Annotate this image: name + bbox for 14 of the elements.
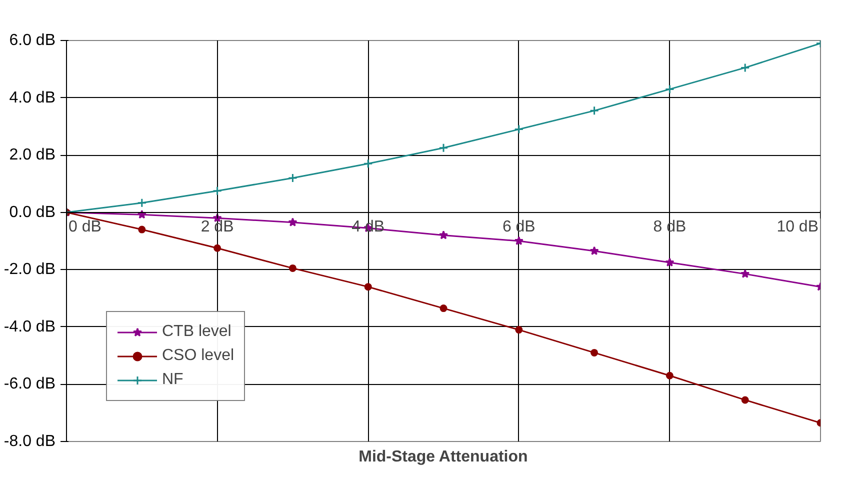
legend-label: CTB level	[162, 323, 232, 341]
y-tick-label: -2.0 dB	[4, 261, 56, 278]
y-tick-label: 2.0 dB	[9, 146, 56, 164]
x-tick-label: 10 dB	[776, 218, 818, 236]
y-tick-label: 4.0 dB	[9, 89, 56, 106]
x-tick-label: 0 dB	[68, 218, 102, 236]
y-tick-label: 6.0 dB	[9, 32, 56, 49]
y-tick-label: -8.0 dB	[4, 433, 56, 450]
x-axis-title: Mid-Stage Attenuation	[358, 448, 528, 466]
y-tick-label: -4.0 dB	[4, 318, 56, 336]
legend-label: NF	[162, 371, 184, 389]
y-tick-label: -6.0 dB	[4, 376, 56, 393]
legend-label: CSO level	[162, 347, 234, 365]
y-tick-label: 0.0 dB	[9, 204, 56, 221]
